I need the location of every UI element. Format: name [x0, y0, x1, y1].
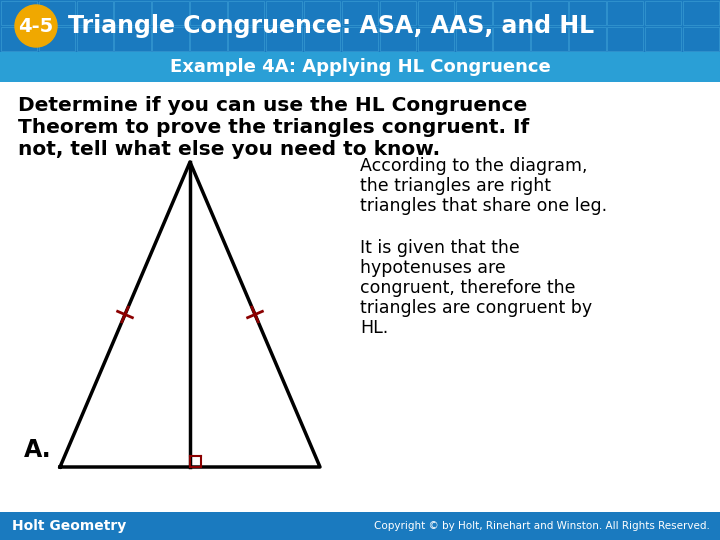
Circle shape: [15, 5, 57, 47]
FancyBboxPatch shape: [0, 0, 720, 52]
Text: the triangles are right: the triangles are right: [360, 177, 551, 195]
Text: triangles that share one leg.: triangles that share one leg.: [360, 197, 607, 215]
Text: hypotenuses are: hypotenuses are: [360, 259, 505, 277]
Bar: [153, 27, 189, 51]
Bar: [531, 1, 567, 25]
Bar: [190, 27, 227, 51]
Bar: [379, 27, 416, 51]
Bar: [39, 27, 75, 51]
Text: Holt Geometry: Holt Geometry: [12, 519, 126, 533]
FancyBboxPatch shape: [0, 512, 720, 540]
Text: Triangle Congruence: ASA, AAS, and HL: Triangle Congruence: ASA, AAS, and HL: [68, 14, 594, 38]
Bar: [342, 27, 378, 51]
Bar: [342, 1, 378, 25]
Text: Theorem to prove the triangles congruent. If: Theorem to prove the triangles congruent…: [18, 118, 529, 137]
Bar: [570, 1, 606, 25]
Bar: [645, 1, 681, 25]
Bar: [1, 1, 37, 25]
Text: It is given that the: It is given that the: [360, 239, 520, 257]
Bar: [531, 27, 567, 51]
Text: Determine if you can use the HL Congruence: Determine if you can use the HL Congruen…: [18, 96, 527, 115]
Bar: [114, 27, 150, 51]
Bar: [76, 27, 113, 51]
Text: triangles are congruent by: triangles are congruent by: [360, 299, 592, 317]
Bar: [456, 1, 492, 25]
Bar: [1, 27, 37, 51]
Bar: [114, 1, 150, 25]
Bar: [570, 27, 606, 51]
Bar: [39, 1, 75, 25]
Text: Example 4A: Applying HL Congruence: Example 4A: Applying HL Congruence: [170, 58, 550, 76]
Bar: [683, 27, 719, 51]
Bar: [418, 27, 454, 51]
Bar: [304, 1, 341, 25]
Text: not, tell what else you need to know.: not, tell what else you need to know.: [18, 140, 440, 159]
Bar: [266, 1, 302, 25]
Bar: [76, 1, 113, 25]
Bar: [228, 1, 264, 25]
Bar: [456, 27, 492, 51]
Bar: [493, 27, 530, 51]
Bar: [190, 1, 227, 25]
Text: Copyright © by Holt, Rinehart and Winston. All Rights Reserved.: Copyright © by Holt, Rinehart and Winsto…: [374, 521, 710, 531]
Bar: [607, 1, 644, 25]
Text: congruent, therefore the: congruent, therefore the: [360, 279, 575, 297]
Bar: [683, 1, 719, 25]
Bar: [266, 27, 302, 51]
FancyBboxPatch shape: [0, 52, 720, 82]
Bar: [153, 1, 189, 25]
Text: HL.: HL.: [360, 319, 388, 337]
Text: 4-5: 4-5: [19, 17, 53, 36]
Bar: [304, 27, 341, 51]
Bar: [645, 27, 681, 51]
Bar: [493, 1, 530, 25]
Bar: [418, 1, 454, 25]
Bar: [607, 27, 644, 51]
Text: A.: A.: [24, 438, 52, 462]
Text: According to the diagram,: According to the diagram,: [360, 157, 588, 175]
Bar: [228, 27, 264, 51]
Bar: [379, 1, 416, 25]
